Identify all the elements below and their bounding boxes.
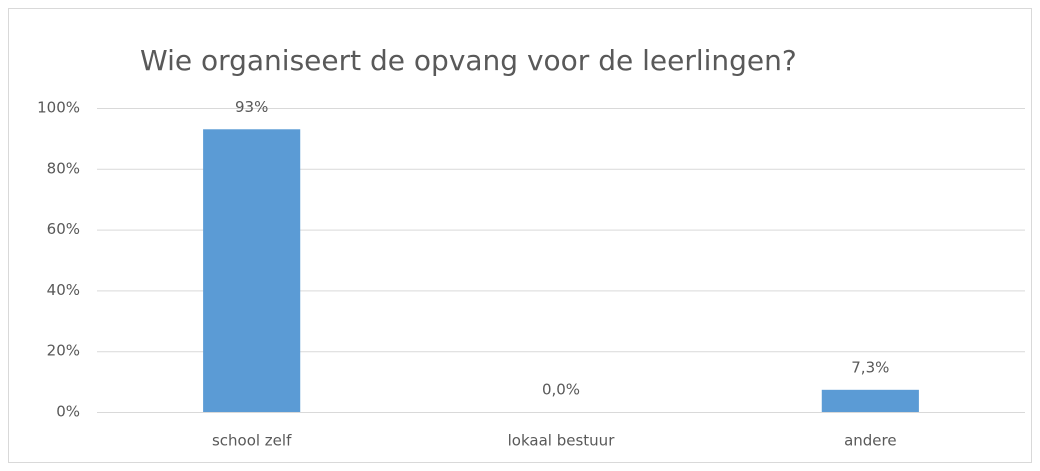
data-label: 7,3% bbox=[851, 358, 889, 376]
x-tick-label: andere bbox=[844, 432, 897, 450]
y-tick-label: 80% bbox=[47, 159, 80, 177]
y-tick-label: 40% bbox=[47, 281, 80, 299]
y-tick-label: 60% bbox=[47, 220, 80, 238]
y-tick-label: 20% bbox=[47, 342, 80, 360]
x-tick-label: school zelf bbox=[212, 432, 292, 450]
x-tick-label: lokaal bestuur bbox=[508, 432, 616, 450]
chart-border bbox=[8, 8, 1032, 463]
chart-title: Wie organiseert de opvang voor de leerli… bbox=[140, 44, 797, 77]
bar bbox=[821, 389, 919, 412]
y-tick-label: 0% bbox=[56, 403, 80, 421]
y-tick-label: 100% bbox=[37, 99, 80, 117]
bar bbox=[203, 129, 301, 412]
data-label: 0,0% bbox=[542, 381, 580, 399]
data-label: 93% bbox=[235, 98, 268, 116]
